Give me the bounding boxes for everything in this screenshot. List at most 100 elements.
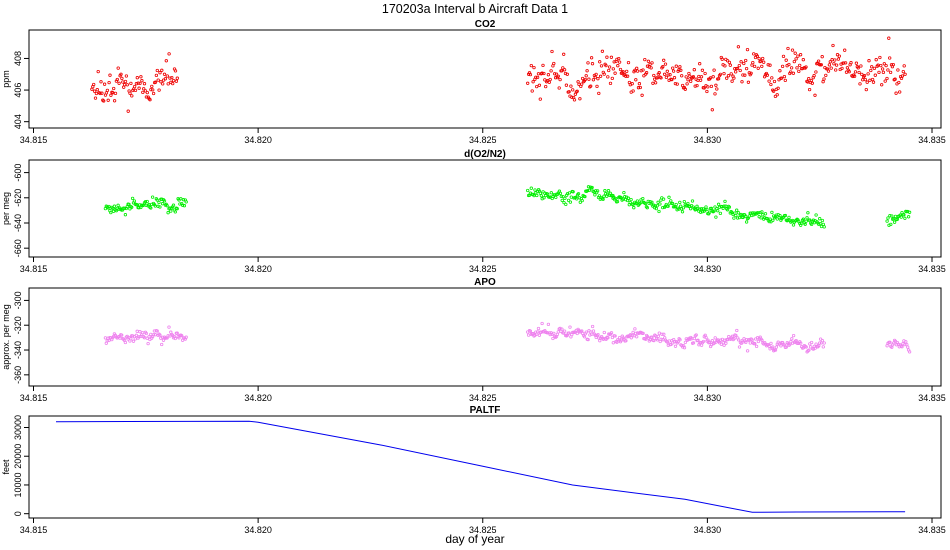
data-point xyxy=(158,205,162,209)
data-point xyxy=(818,217,822,221)
data-point xyxy=(686,201,690,206)
data-point xyxy=(171,78,176,83)
data-point xyxy=(563,196,567,200)
data-point xyxy=(804,219,808,223)
data-point xyxy=(629,197,633,202)
data-point xyxy=(891,62,895,67)
data-point xyxy=(590,62,595,66)
panel-title-do2n2: d(O2/N2) xyxy=(464,149,506,160)
data-point xyxy=(546,322,551,327)
data-point xyxy=(786,46,790,51)
data-point xyxy=(902,64,906,68)
data-point xyxy=(894,91,898,95)
data-point xyxy=(826,69,831,73)
data-point xyxy=(644,71,649,75)
data-point xyxy=(112,86,116,91)
data-point xyxy=(547,80,551,84)
data-point xyxy=(182,204,187,208)
data-point xyxy=(143,89,148,93)
data-point xyxy=(741,215,745,220)
data-point xyxy=(544,84,548,89)
data-point xyxy=(164,59,168,63)
data-point xyxy=(613,71,617,75)
data-point xyxy=(165,74,169,78)
data-point xyxy=(822,341,826,345)
data-point xyxy=(768,217,772,221)
data-point xyxy=(692,68,696,72)
data-point xyxy=(703,71,707,76)
data-point xyxy=(736,338,741,342)
data-point xyxy=(847,70,851,74)
data-point xyxy=(893,214,898,219)
data-point xyxy=(673,81,678,86)
data-point xyxy=(593,193,597,197)
data-point xyxy=(729,72,733,76)
data-point xyxy=(626,196,631,200)
data-point xyxy=(714,83,718,87)
data-point xyxy=(730,334,734,338)
data-point xyxy=(837,54,841,58)
data-point xyxy=(658,202,662,206)
data-point xyxy=(667,195,671,199)
data-point xyxy=(123,213,128,217)
data-point xyxy=(641,68,645,72)
data-point xyxy=(654,206,658,211)
data-point xyxy=(806,211,810,215)
data-point xyxy=(903,342,907,347)
data-point xyxy=(586,185,591,189)
data-point xyxy=(691,75,696,79)
data-point xyxy=(566,198,571,203)
data-point xyxy=(640,93,644,97)
data-point xyxy=(807,77,811,81)
data-point xyxy=(832,62,836,66)
data-point xyxy=(794,57,798,61)
data-point xyxy=(571,190,575,194)
data-point xyxy=(752,64,757,69)
data-point xyxy=(167,325,171,329)
data-point xyxy=(655,338,660,342)
data-point xyxy=(578,97,582,101)
data-point xyxy=(707,210,712,214)
data-point xyxy=(809,345,813,349)
data-point xyxy=(130,196,135,201)
data-point xyxy=(862,74,867,78)
data-point xyxy=(528,329,533,333)
data-point xyxy=(735,208,739,212)
data-point xyxy=(130,94,134,98)
data-point xyxy=(130,334,135,338)
data-point xyxy=(821,345,825,349)
data-point xyxy=(633,327,637,331)
data-point xyxy=(814,70,818,74)
data-point xyxy=(791,223,796,227)
data-point xyxy=(890,214,894,218)
data-point xyxy=(663,62,668,66)
data-point xyxy=(678,338,682,342)
data-point xyxy=(650,200,654,204)
data-point xyxy=(540,321,544,326)
data-point xyxy=(134,333,138,337)
data-point xyxy=(157,88,161,92)
data-point xyxy=(786,218,790,222)
data-point xyxy=(584,330,588,334)
y-tick-label-co2: 408 xyxy=(13,51,23,66)
data-point xyxy=(608,81,613,86)
data-point xyxy=(556,330,560,334)
data-point xyxy=(768,63,772,67)
data-point xyxy=(135,329,139,333)
data-point xyxy=(569,84,573,88)
data-point xyxy=(651,81,655,85)
data-point xyxy=(718,211,723,216)
data-point xyxy=(907,210,912,214)
data-point xyxy=(744,340,748,345)
data-point xyxy=(872,66,877,71)
data-point xyxy=(116,203,120,207)
data-point xyxy=(696,78,700,83)
data-point xyxy=(666,73,670,77)
data-point xyxy=(675,82,679,86)
data-point xyxy=(736,45,741,49)
x-tick-label-paltf: 34.830 xyxy=(694,525,722,535)
data-point xyxy=(640,200,644,204)
data-point xyxy=(535,84,539,89)
data-point xyxy=(687,71,691,76)
y-tick-label-paltf: 20000 xyxy=(13,444,23,469)
